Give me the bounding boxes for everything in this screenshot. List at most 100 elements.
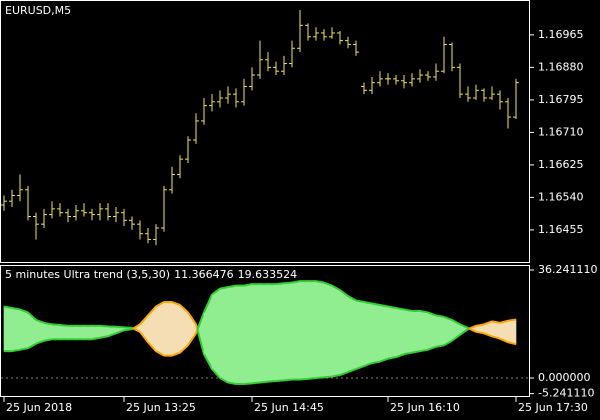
line-segment [331, 284, 341, 291]
band-fill [3, 306, 13, 352]
x-tick-label: 25 Jun 2018 [6, 401, 72, 414]
marks: 1.16455 1.16540 1.16625 1.16710 1.16795 1.168… [1, 10, 598, 414]
line-segment [323, 281, 333, 287]
line-segment [387, 305, 397, 309]
line-segment [139, 331, 149, 343]
line-segment [27, 342, 37, 350]
line-segment [171, 351, 181, 357]
line-segment [411, 350, 421, 354]
line-segment [283, 378, 293, 382]
line-segment [179, 304, 189, 314]
band-fill [395, 307, 405, 358]
band-fill [427, 312, 437, 351]
line-segment [123, 328, 133, 332]
line-segment [395, 306, 405, 311]
band-fill [307, 280, 317, 380]
line-segment [443, 339, 453, 347]
line-segment [35, 318, 45, 324]
line-segment [43, 321, 53, 326]
line-segment [291, 280, 301, 284]
line-segment [187, 332, 197, 346]
line-segment [427, 311, 437, 317]
line-segment [43, 338, 53, 342]
line-segment [443, 315, 453, 321]
line-segment [395, 353, 405, 359]
band-fill [227, 285, 237, 385]
x-tick-label: 25 Jun 17:30 [518, 401, 588, 414]
line-segment [267, 379, 277, 383]
band-fill [59, 324, 69, 340]
line-segment [51, 323, 61, 326]
line-segment [371, 302, 381, 306]
line-segment [99, 335, 109, 339]
line-segment [227, 284, 237, 289]
y-tick-label: 1.16965 [538, 28, 584, 41]
band-fill [403, 309, 413, 355]
line-segment [196, 312, 205, 330]
y-tick-label: 1.16710 [538, 125, 584, 138]
line-segment [491, 320, 501, 324]
line-segment [379, 303, 389, 308]
line-segment [379, 357, 389, 363]
line-segment [3, 305, 13, 309]
line-segment [419, 348, 429, 353]
line-segment [187, 311, 197, 325]
line-segment [196, 329, 205, 355]
band-fill [251, 283, 261, 384]
line-segment [251, 381, 261, 385]
band-fill [507, 319, 517, 345]
line-segment [115, 325, 125, 329]
indicator-frame [0, 265, 530, 397]
band-fill [315, 280, 325, 379]
line-segment [19, 308, 29, 314]
line-segment [499, 319, 509, 324]
indicator-title: 5 minutes Ultra trend (3,5,30) [5, 268, 170, 281]
line-segment [91, 336, 101, 341]
line-segment [483, 320, 493, 326]
line-segment [491, 335, 501, 340]
band-fill [331, 285, 341, 377]
line-segment [99, 324, 109, 328]
indicator-value: 19.633524 [238, 268, 298, 281]
line-segment [475, 323, 485, 327]
line-segment [11, 348, 21, 353]
line-segment [123, 326, 133, 329]
band-fill [211, 287, 221, 379]
indicator-value: 11.366476 [174, 268, 234, 281]
line-segment [147, 305, 157, 317]
x-tick-label: 25 Jun 14:45 [254, 401, 324, 414]
line-segment [211, 368, 221, 379]
line-segment [347, 368, 357, 373]
y-tick-label: 1.16540 [538, 190, 584, 203]
band-fill [19, 309, 29, 351]
line-segment [203, 353, 213, 370]
line-segment [355, 299, 365, 303]
line-segment [427, 345, 437, 351]
y-tick-label: -5.241110 [538, 387, 594, 400]
band-fill [371, 303, 381, 364]
band-fill [43, 322, 53, 342]
line-segment [371, 360, 381, 365]
y-tick-label: 1.16455 [538, 223, 584, 236]
x-tick-label: 25 Jun 13:25 [126, 401, 196, 414]
line-segment [155, 301, 165, 308]
chart-title: EURUSD,M5 [5, 4, 71, 17]
line-segment [507, 341, 517, 346]
band-fill [171, 301, 181, 357]
band-fill [355, 300, 365, 370]
line-segment [275, 379, 285, 382]
band-fill [11, 307, 21, 352]
line-segment [387, 356, 397, 360]
line-segment [171, 301, 181, 306]
line-segment [435, 314, 445, 318]
y-tick-label: 1.16880 [538, 60, 584, 73]
indicator-header: 5 minutes Ultra trend (3,5,30) 11.366476 1… [5, 268, 297, 281]
line-segment [451, 319, 461, 326]
line-segment [179, 344, 189, 354]
band-fill [67, 325, 77, 340]
line-segment [419, 309, 429, 314]
band-fill [75, 325, 85, 340]
band-fill [323, 282, 333, 378]
band-fill [219, 286, 229, 383]
band-fill [435, 315, 445, 348]
